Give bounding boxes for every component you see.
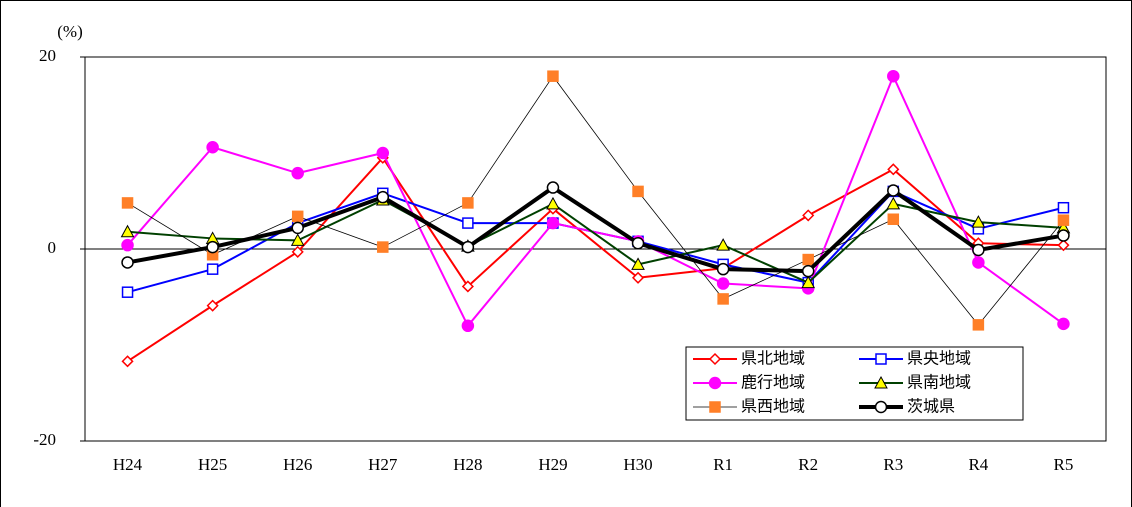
marker — [716, 277, 730, 290]
x-tick-label: H30 — [623, 455, 652, 474]
marker — [887, 69, 900, 83]
marker — [716, 238, 730, 251]
y-tick-label: 0 — [48, 238, 57, 257]
marker — [886, 196, 901, 210]
x-tick-label: R3 — [883, 455, 903, 474]
marker — [121, 256, 134, 269]
marker — [631, 236, 645, 250]
x-tick-label: R5 — [1054, 455, 1074, 474]
marker — [972, 256, 985, 269]
marker — [377, 241, 389, 253]
marker — [801, 275, 816, 289]
marker — [1057, 214, 1070, 226]
marker — [708, 352, 722, 366]
y-tick-label: 20 — [39, 46, 56, 65]
x-tick-label: H27 — [368, 455, 398, 474]
legend-label: 鹿行地域 — [741, 374, 805, 392]
marker — [874, 375, 888, 389]
y-unit-label: (%) — [57, 22, 82, 41]
marker — [461, 280, 474, 293]
x-tick-label: R4 — [968, 455, 988, 474]
marker — [121, 286, 134, 298]
x-tick-label: H29 — [538, 455, 567, 474]
x-tick-label: H26 — [283, 455, 312, 474]
marker — [887, 184, 900, 197]
marker — [206, 263, 219, 275]
marker — [121, 355, 134, 368]
marker — [801, 264, 815, 278]
marker — [1057, 239, 1070, 252]
marker — [1057, 317, 1070, 331]
marker — [716, 262, 730, 276]
marker — [291, 166, 304, 180]
marker — [206, 140, 219, 154]
marker — [121, 238, 134, 252]
marker — [376, 190, 390, 204]
marker — [462, 197, 474, 209]
marker — [1057, 201, 1070, 214]
series-line — [127, 199, 1064, 284]
marker — [546, 181, 560, 194]
marker — [206, 240, 219, 254]
marker — [461, 240, 475, 254]
series-line — [126, 75, 1065, 327]
x-tick-label: R2 — [798, 455, 818, 474]
marker — [121, 197, 134, 209]
series-line — [126, 156, 1064, 363]
marker — [802, 209, 815, 222]
marker — [1057, 229, 1070, 242]
marker — [120, 224, 135, 238]
marker — [291, 245, 304, 258]
legend-label: 茨城県 — [907, 398, 955, 416]
marker — [546, 196, 560, 210]
marker — [290, 233, 305, 246]
marker — [546, 216, 560, 230]
legend-label: 県央地域 — [907, 350, 971, 368]
marker — [632, 185, 644, 198]
x-tick-label: R1 — [713, 455, 733, 474]
marker — [206, 299, 219, 312]
marker — [717, 293, 729, 305]
marker — [291, 210, 304, 223]
x-tick-label: H28 — [453, 455, 482, 474]
marker — [874, 400, 888, 414]
marker — [462, 217, 474, 229]
legend-label: 県西地域 — [741, 398, 805, 416]
marker — [376, 146, 390, 160]
marker — [887, 163, 900, 176]
marker — [631, 271, 645, 284]
y-tick-label: -20 — [33, 430, 56, 449]
marker — [708, 376, 722, 390]
marker — [887, 213, 900, 225]
marker — [709, 401, 721, 413]
marker — [291, 221, 304, 235]
marker — [971, 215, 986, 228]
legend-box — [685, 346, 1024, 421]
x-tick-label: H24 — [113, 455, 143, 474]
marker — [972, 319, 985, 331]
marker — [802, 253, 814, 266]
marker — [547, 70, 559, 82]
series-line — [127, 75, 1064, 326]
legend-label: 県南地域 — [907, 374, 971, 392]
marker — [972, 243, 985, 257]
marker — [631, 257, 645, 270]
marker — [461, 319, 475, 333]
series-line — [127, 185, 1064, 274]
marker — [875, 353, 887, 365]
legend-label: 県北地域 — [741, 350, 805, 368]
x-tick-label: H25 — [198, 455, 227, 474]
